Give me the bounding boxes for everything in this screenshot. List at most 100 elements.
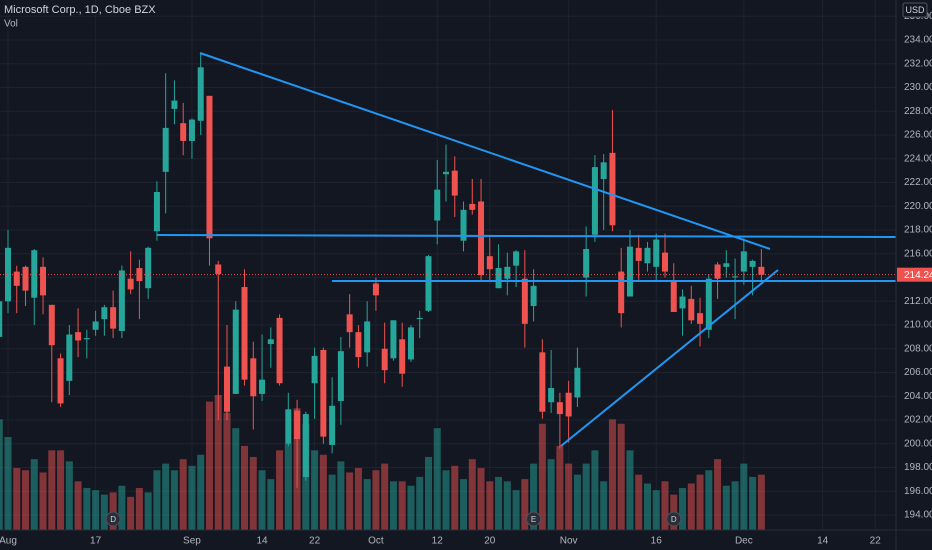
symbol-title[interactable]: Microsoft Corp., 1D, Cboe BZX xyxy=(4,4,156,16)
candle-body xyxy=(337,351,344,402)
volume-bar xyxy=(30,459,38,530)
candle-body xyxy=(92,321,99,330)
candle-body xyxy=(101,307,108,320)
candle-body xyxy=(285,409,292,444)
volume-bar xyxy=(696,474,704,530)
candle-body xyxy=(311,355,318,384)
candle-body xyxy=(364,321,371,353)
volume-bar xyxy=(565,463,573,530)
x-tick-label: Nov xyxy=(560,536,578,547)
candle-body xyxy=(653,239,660,267)
x-tick-label: 14 xyxy=(817,536,829,547)
y-tick-label: 196.00 xyxy=(904,486,932,497)
candle-body xyxy=(583,249,590,278)
candle-body xyxy=(425,256,432,311)
volume-bar xyxy=(223,412,231,530)
volume-bar xyxy=(635,474,643,530)
volume-bar xyxy=(407,485,415,530)
candle-body xyxy=(75,332,82,341)
volume-bar xyxy=(705,470,713,530)
volume-bar xyxy=(582,463,590,530)
y-tick-label: 200.00 xyxy=(904,438,932,449)
volume-bar xyxy=(144,492,152,530)
candle-body xyxy=(259,379,266,394)
volume-bar xyxy=(4,437,12,530)
candle-body xyxy=(0,301,3,337)
candle-body xyxy=(153,192,160,232)
volume-bar xyxy=(22,470,30,530)
event-marker xyxy=(526,511,542,527)
volume-bar xyxy=(687,483,695,530)
volume-bar xyxy=(328,474,336,530)
candle-body xyxy=(22,266,29,291)
volume-label: Vol xyxy=(4,19,18,30)
candle-body xyxy=(469,203,476,210)
candle-body xyxy=(434,189,441,221)
x-tick-label: 20 xyxy=(484,536,496,547)
candle-body xyxy=(495,268,502,289)
event-marker xyxy=(105,511,121,527)
candle-body xyxy=(267,339,274,345)
volume-bar xyxy=(643,483,651,530)
candle-body xyxy=(565,392,572,417)
candle-body xyxy=(749,260,756,267)
candle-body xyxy=(416,317,423,320)
trend-line[interactable] xyxy=(156,234,897,238)
candle-body xyxy=(478,201,485,276)
volume-bar xyxy=(48,450,56,530)
volume-bar xyxy=(424,456,432,530)
volume-bar xyxy=(381,463,389,530)
event-label: E xyxy=(531,515,536,524)
volume-bar xyxy=(451,465,459,530)
candle-body xyxy=(66,334,73,381)
volume-bar xyxy=(13,468,21,530)
volume-bar xyxy=(258,470,266,530)
x-tick-label: Oct xyxy=(368,536,384,547)
candle-body xyxy=(197,67,204,121)
trend-line[interactable] xyxy=(560,269,779,447)
volume-bar xyxy=(135,487,143,530)
candle-body xyxy=(302,414,309,478)
candle-body xyxy=(521,278,528,324)
volume-bar xyxy=(92,490,100,530)
candle-body xyxy=(180,123,187,141)
currency-box xyxy=(902,2,928,18)
candle-body xyxy=(697,313,704,324)
x-tick-label: 22 xyxy=(870,536,882,547)
candle-body xyxy=(250,358,257,397)
y-tick-label: 220.00 xyxy=(904,201,932,212)
y-tick-label: 206.00 xyxy=(904,367,932,378)
y-tick-label: 218.00 xyxy=(904,225,932,236)
volume-bar xyxy=(214,395,222,530)
volume-bar xyxy=(249,456,257,530)
volume-bar xyxy=(731,481,739,530)
volume-bar xyxy=(267,479,275,530)
volume-bar xyxy=(153,470,161,530)
volume-bar xyxy=(118,485,126,530)
candle-body xyxy=(31,250,38,298)
volume-bar xyxy=(486,481,494,530)
candle-body xyxy=(679,296,686,309)
candle-body xyxy=(57,358,64,404)
volume-bar xyxy=(311,450,319,530)
candle-body xyxy=(530,285,537,307)
trend-line[interactable] xyxy=(199,52,771,250)
candle-body xyxy=(320,349,327,437)
volume-bar xyxy=(83,487,91,530)
volume-bar xyxy=(608,419,616,530)
volume-bar xyxy=(538,423,546,530)
volume-bar xyxy=(757,474,765,530)
volume-bar xyxy=(127,496,135,530)
candle-body xyxy=(574,367,581,398)
volume-bar xyxy=(503,481,511,530)
candle-body xyxy=(346,314,353,333)
candle-body xyxy=(556,402,563,415)
y-tick-label: 208.00 xyxy=(904,343,932,354)
volume-bar xyxy=(241,445,249,530)
candle-body xyxy=(241,287,248,380)
y-tick-label: 194.00 xyxy=(904,510,932,521)
candle-body xyxy=(188,119,195,141)
candle-body xyxy=(127,278,134,290)
volume-bar xyxy=(188,465,196,530)
candle-body xyxy=(504,266,511,279)
